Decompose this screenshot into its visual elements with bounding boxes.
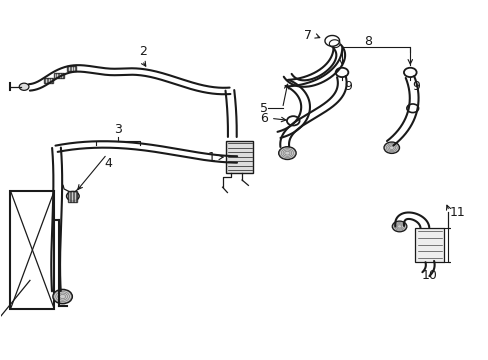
Bar: [66, 66, 76, 71]
Text: 11: 11: [448, 206, 464, 219]
Text: 1: 1: [207, 151, 215, 164]
Text: 9: 9: [412, 80, 420, 93]
Bar: [68, 191, 77, 202]
Text: 10: 10: [421, 269, 437, 282]
Bar: [54, 73, 64, 78]
Circle shape: [383, 142, 399, 153]
Bar: [10, 191, 54, 309]
Bar: [226, 140, 252, 173]
Bar: [414, 228, 444, 262]
Text: 9: 9: [344, 80, 352, 93]
Text: 3: 3: [114, 123, 122, 136]
Circle shape: [19, 83, 29, 90]
Text: 7: 7: [303, 29, 311, 42]
Circle shape: [53, 289, 72, 304]
Bar: [43, 78, 53, 83]
Text: 2: 2: [139, 45, 147, 58]
Text: 5: 5: [260, 102, 267, 115]
Circle shape: [391, 221, 406, 232]
Text: 8: 8: [363, 35, 371, 49]
Circle shape: [66, 192, 79, 201]
Circle shape: [278, 147, 296, 159]
Text: 4: 4: [104, 157, 112, 170]
Text: 6: 6: [260, 112, 267, 125]
